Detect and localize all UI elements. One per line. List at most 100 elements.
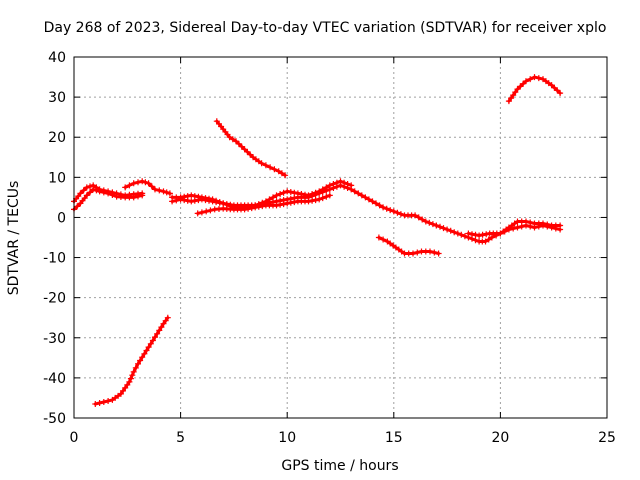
data-point — [535, 75, 542, 82]
grid-layer — [74, 57, 607, 418]
data-point — [143, 347, 150, 354]
data-point — [344, 181, 351, 187]
data-point — [152, 186, 158, 193]
y-axis-label: SDTVAR / TECUs — [6, 181, 22, 296]
data-point — [271, 166, 278, 173]
data-point — [461, 233, 468, 240]
data-point — [184, 193, 191, 200]
x-tick-label: 5 — [176, 430, 185, 446]
data-point — [220, 200, 227, 207]
data-point — [465, 230, 472, 237]
data-point — [209, 196, 216, 203]
data-point — [188, 192, 195, 199]
data-point — [135, 179, 141, 186]
data-point — [337, 178, 344, 185]
data-point — [129, 372, 136, 379]
data-point — [238, 143, 245, 150]
y-tick-label: -30 — [43, 331, 66, 347]
data-point — [126, 378, 133, 385]
data-point — [427, 248, 433, 255]
data-point — [177, 194, 184, 201]
data-point — [482, 238, 489, 245]
data-point — [415, 214, 422, 221]
data-point — [557, 222, 564, 229]
series-segment-1 — [71, 182, 146, 205]
data-point — [166, 190, 173, 197]
data-point — [412, 212, 419, 219]
data-point — [540, 220, 546, 227]
data-point — [100, 399, 107, 405]
data-point — [229, 136, 236, 143]
y-tick-label: -10 — [43, 251, 66, 267]
data-point — [266, 196, 273, 203]
data-point — [145, 180, 152, 187]
data-point — [132, 364, 139, 371]
data-point — [206, 195, 212, 202]
data-point — [194, 210, 201, 217]
data-point — [158, 324, 165, 331]
data-point — [130, 180, 137, 187]
data-point — [156, 187, 163, 194]
data-point — [414, 249, 421, 256]
series-segment-6 — [375, 234, 442, 257]
data-point — [207, 207, 214, 214]
data-point — [280, 189, 287, 196]
data-point — [282, 172, 289, 179]
series-segment-8 — [505, 74, 564, 105]
data-point — [139, 354, 146, 361]
data-point — [362, 194, 369, 201]
data-point — [440, 225, 447, 232]
data-point — [554, 87, 561, 94]
data-point — [280, 201, 287, 208]
y-tick-label: -50 — [43, 411, 66, 427]
data-point — [380, 236, 387, 243]
data-point — [330, 181, 337, 187]
data-point — [127, 375, 134, 382]
x-tick-label: 20 — [491, 430, 509, 446]
data-point — [259, 203, 266, 210]
data-point — [105, 398, 112, 404]
data-point — [275, 168, 282, 175]
data-point — [323, 184, 330, 191]
data-point — [284, 200, 291, 207]
x-tick-label: 0 — [70, 430, 79, 446]
data-point — [258, 160, 265, 167]
data-point — [326, 192, 333, 199]
data-point — [454, 230, 461, 237]
data-point — [198, 209, 205, 216]
series-segment-4 — [213, 118, 289, 179]
data-point — [433, 222, 440, 229]
data-point — [390, 208, 397, 215]
data-point — [351, 188, 358, 195]
data-point — [369, 198, 376, 205]
data-point — [472, 237, 479, 244]
data-point — [365, 196, 372, 203]
data-point — [312, 189, 319, 196]
data-point — [458, 231, 465, 238]
x-tick-label: 15 — [385, 430, 403, 446]
data-point — [291, 199, 298, 206]
data-point — [488, 234, 495, 241]
data-point — [126, 182, 133, 189]
data-point — [160, 188, 167, 195]
data-point — [305, 198, 312, 205]
data-point — [531, 74, 538, 81]
x-tick-label: 25 — [598, 430, 616, 446]
data-point — [387, 207, 394, 214]
plot-frame — [73, 56, 608, 419]
chart-title: Day 268 of 2023, Sidereal Day-to-day VTE… — [44, 20, 607, 36]
data-point — [139, 192, 146, 199]
data-point — [527, 76, 534, 83]
data-point — [380, 204, 387, 211]
series-segment-2 — [122, 178, 173, 197]
data-point — [145, 344, 152, 351]
data-point — [122, 184, 129, 191]
data-point — [435, 250, 442, 257]
data-point — [523, 218, 529, 225]
data-point — [333, 179, 340, 186]
data-point — [195, 193, 202, 200]
data-point — [287, 189, 294, 195]
data-point — [523, 78, 529, 85]
